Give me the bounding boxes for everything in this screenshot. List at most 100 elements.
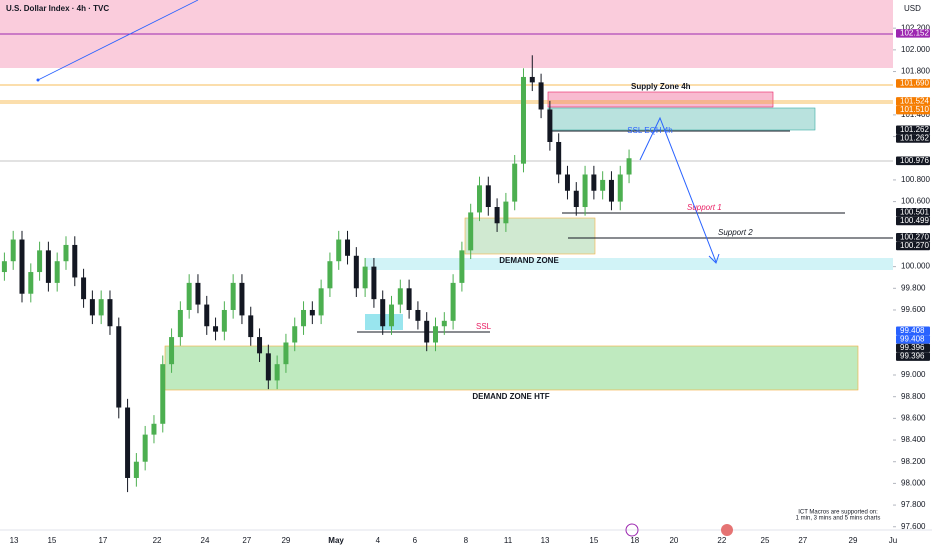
arrow-head: [708, 253, 720, 264]
event-icon[interactable]: [625, 523, 639, 537]
note: 1 min, 3 mins and 5 mins charts: [796, 516, 881, 522]
candle-body: [362, 266, 368, 289]
candle-body: [503, 201, 509, 224]
x-tick-label: 27: [242, 536, 251, 545]
candle-body: [292, 326, 298, 343]
y-tick-label: 98.600: [901, 413, 926, 422]
y-axis-label: USD: [904, 4, 921, 13]
candle-body: [274, 364, 280, 381]
candle-body: [441, 320, 447, 327]
candle-body: [72, 244, 78, 278]
ssl-label: SSL: [476, 322, 492, 331]
y-tick-label: 101.400: [901, 110, 930, 119]
candle-body: [345, 239, 351, 256]
price-tag-label: 99.408: [900, 326, 925, 335]
candle-body: [133, 461, 139, 478]
candle-body: [327, 261, 333, 289]
supply-zone-box: [547, 91, 774, 108]
candle-body: [450, 282, 456, 321]
y-tick-label: 100.600: [901, 197, 930, 206]
candle-body: [239, 282, 245, 316]
x-tick-label: 24: [201, 536, 210, 545]
y-tick-label: 102.000: [901, 45, 930, 54]
projection-arrow: [639, 116, 717, 263]
candle-body: [573, 190, 579, 208]
x-tick-label: 11: [504, 536, 513, 545]
candle-body: [433, 326, 439, 343]
candle-body: [37, 250, 43, 273]
support1-label: Support 1: [687, 203, 722, 212]
price-tag: 99.408: [896, 334, 930, 344]
candle-body: [617, 174, 623, 202]
price-tag-label: 99.396: [900, 343, 925, 352]
candle-body: [257, 337, 263, 354]
candle-body: [89, 299, 95, 316]
x-tick-label: 18: [630, 536, 639, 545]
price-tag: 101.510: [896, 105, 930, 115]
price-tag-box: [896, 125, 930, 135]
price-tag-box: [896, 216, 930, 226]
candle-body: [63, 244, 69, 262]
price-tag-box: [896, 208, 930, 217]
candle-body: [301, 309, 307, 327]
price-tag-label: 100.270: [900, 241, 929, 250]
candle-body: [160, 364, 166, 424]
candle-body: [116, 326, 122, 408]
candle-body: [125, 407, 131, 478]
candle-body: [195, 282, 201, 305]
price-axis: [893, 0, 932, 550]
candle-body: [98, 299, 104, 316]
support2-label: Support 2: [718, 228, 753, 237]
price-tag-label: 100.499: [900, 216, 929, 225]
price-tag: 101.262: [896, 134, 930, 143]
x-tick-label: 25: [761, 536, 770, 545]
candle-body: [336, 239, 342, 262]
x-tick-label: 29: [849, 536, 858, 545]
candle-body: [54, 261, 60, 283]
candle-body: [28, 272, 34, 294]
candle-body: [107, 299, 113, 327]
x-tick-label: Ju: [889, 536, 897, 545]
trend-line: [37, 0, 199, 81]
candle-body: [608, 179, 614, 202]
candle-body: [520, 76, 526, 164]
candle-body: [45, 250, 51, 283]
demand-label: DEMAND ZONE: [499, 256, 559, 265]
candle-body: [485, 185, 491, 208]
x-tick-label: 22: [153, 536, 162, 545]
y-tick-label: 102.200: [901, 23, 930, 32]
candle-body: [81, 277, 87, 300]
candle-body: [265, 353, 271, 381]
candle-body: [248, 315, 254, 338]
price-tag: 101.262: [896, 125, 930, 135]
y-tick-label: 99.800: [901, 283, 926, 292]
price-tag-label: 99.396: [900, 352, 925, 361]
flag-icon[interactable]: [721, 524, 733, 536]
price-tag-box: [896, 335, 930, 344]
price-tag: 99.396: [896, 352, 930, 361]
x-tick-label: 8: [464, 536, 469, 545]
candle-body: [459, 250, 465, 283]
candle-body: [1, 261, 7, 273]
x-tick-label: 17: [98, 536, 107, 545]
price-tag-label: 101.524: [900, 97, 929, 106]
price-tag-box: [896, 241, 930, 251]
price-tag: 99.396: [896, 343, 930, 353]
y-tick-label: 99.000: [901, 370, 926, 379]
x-tick-label: 20: [669, 536, 678, 545]
x-tick-label: 13: [10, 536, 19, 545]
y-tick-label: 99.600: [901, 305, 926, 314]
price-tag-box: [896, 134, 930, 143]
supply-label: Supply Zone 4h: [631, 82, 691, 91]
candle-body: [10, 239, 16, 262]
price-tag: 102.152: [896, 28, 930, 38]
y-tick-label: 100.000: [901, 262, 930, 271]
candle-body: [397, 288, 403, 305]
candle-body: [186, 282, 192, 310]
price-tag-box: [896, 326, 930, 336]
x-tick-label: 27: [798, 536, 807, 545]
candle-body: [582, 174, 588, 208]
y-tick-label: 97.600: [901, 522, 926, 531]
candle-body: [169, 337, 175, 365]
eqh-zone-box: [547, 107, 816, 131]
